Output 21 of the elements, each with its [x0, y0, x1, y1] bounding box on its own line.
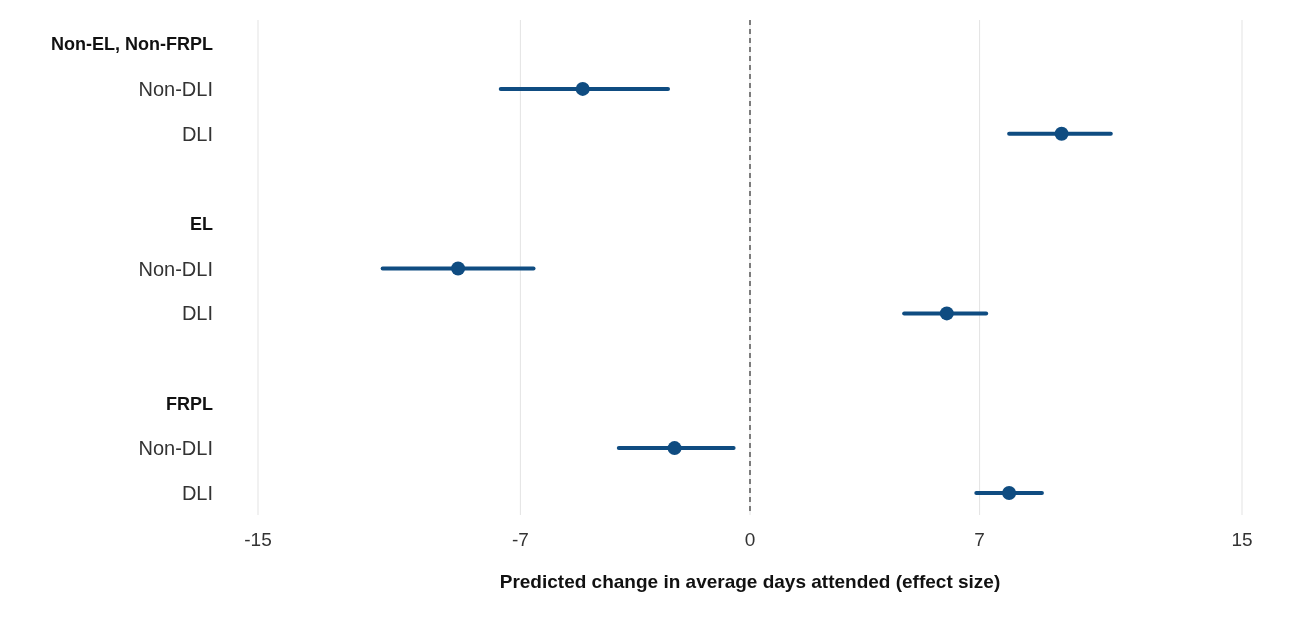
y-tick-label: EL — [189, 213, 213, 234]
x-tick-label: 15 — [1231, 529, 1253, 550]
y-tick-label: DLI — [181, 302, 213, 325]
x-tick-label: -7 — [511, 529, 529, 550]
y-tick-label: FRPL — [166, 393, 213, 414]
y-tick-label: Non-DLI — [138, 437, 213, 460]
point — [575, 81, 590, 96]
point — [1002, 486, 1017, 500]
point — [451, 261, 466, 276]
x-axis-title: Predicted change in average days attended (effect size) — [499, 571, 1001, 592]
point — [667, 441, 682, 456]
x-tick-label: -15 — [244, 529, 272, 550]
point — [939, 306, 954, 321]
y-tick-label: Non-DLI — [138, 77, 213, 100]
y-tick-label: Non-EL, Non-FRPL — [51, 34, 213, 55]
x-tick-label: 0 — [744, 529, 756, 550]
y-tick-label: Non-DLI — [138, 257, 213, 280]
point — [1054, 126, 1069, 141]
x-tick-label: 7 — [974, 529, 985, 550]
y-tick-label: DLI — [181, 482, 213, 504]
y-tick-label: DLI — [181, 122, 213, 145]
